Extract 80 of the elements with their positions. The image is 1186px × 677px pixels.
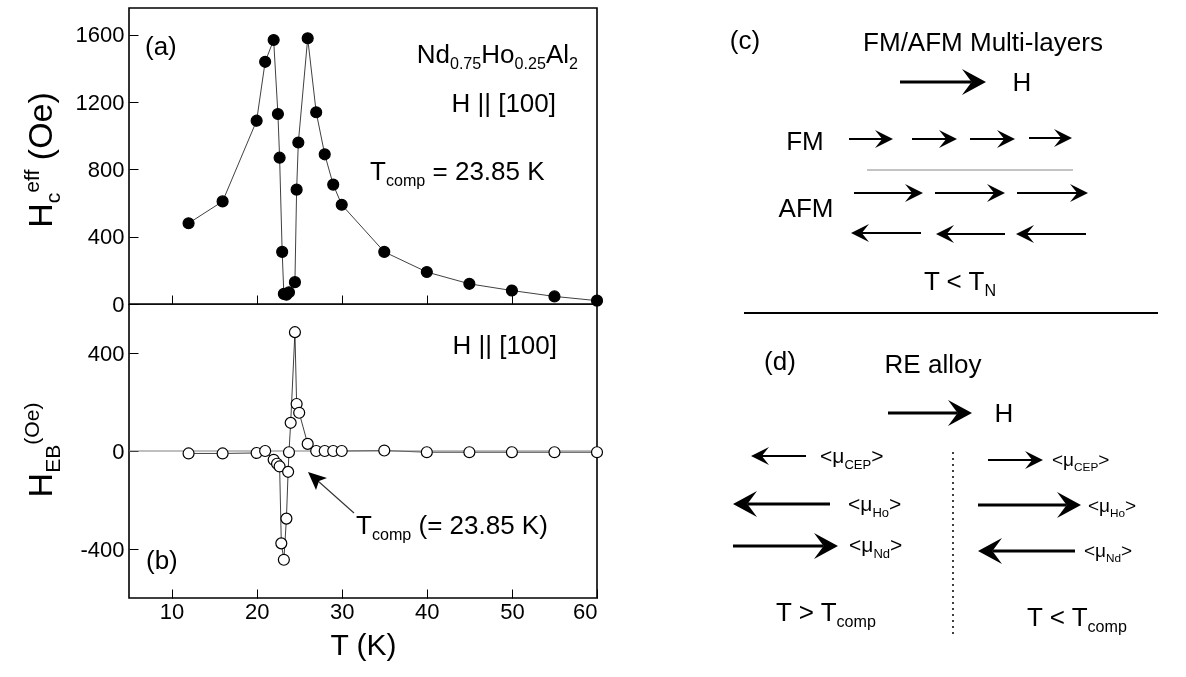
point [290,183,303,196]
x-tick-label: 20 [244,598,270,624]
point [216,195,229,208]
annotation: H || [100] [452,330,557,360]
point [271,107,284,121]
point [420,265,433,279]
point [301,437,314,450]
x-tick-label: 40 [415,598,440,624]
annotation: Nd$_{0.75}$Ho$_{0.25}$Al$_{2}$ [416,38,578,73]
text: <μ$_{CEP}$> [1052,448,1110,473]
text: <μ$_{Ho}$> [848,492,902,520]
text: RE alloy [884,349,982,379]
point [284,416,297,429]
point [420,446,433,459]
text: FM/AFM Multi-layers [863,27,1103,57]
point [273,151,286,164]
text: (c) [729,25,761,55]
point [288,326,301,339]
x-tick-label: 60 [573,598,598,624]
x-axis-title: T (K) [330,627,397,661]
annotation: H || [100] [451,88,556,118]
point [590,294,604,307]
point [310,106,323,119]
x-tick-label: 50 [500,598,525,624]
y-tick-label: 1200 [75,89,125,115]
point [259,444,272,458]
text: <μ$_{Nd}$> [849,533,903,561]
y-tick-label: 0 [112,438,125,464]
point [590,446,604,459]
x-tick-label: 30 [329,598,355,624]
text: AFM [778,193,834,223]
point [275,537,288,550]
point [250,114,263,127]
point [378,444,391,457]
y-tick-label: 1600 [75,22,125,48]
point [267,33,280,47]
text: FM [786,126,824,156]
point [282,465,295,478]
point [216,447,229,460]
point [318,148,331,161]
point [293,406,306,419]
point [335,198,348,211]
point [282,446,296,459]
text: T > T$_{comp}$ [776,596,876,631]
point [280,512,293,525]
point [288,276,301,289]
point [301,32,314,45]
text: T < T$_{comp}$ [1027,601,1127,636]
point [378,245,391,258]
text: H [1012,67,1032,97]
annotation: (b) [146,545,178,575]
text: <μ$_{Nd}$> [1084,539,1133,564]
point [182,447,195,460]
y-tick-label: 400 [87,340,125,366]
point [505,284,518,297]
point [182,217,195,230]
annotation: T$_{comp}$ (= 23.85 K) [356,509,548,544]
point [276,245,289,258]
text: <μ$_{Ho}$> [1088,494,1137,519]
y-tick-label: 800 [87,156,125,182]
y-tick-label: 0 [112,291,125,317]
point [505,446,518,459]
point [548,290,561,303]
text: <μ$_{CEP}$> [820,444,884,472]
x-tick-label: 10 [159,598,185,624]
point [292,136,305,149]
y-tick-label: 400 [87,224,125,250]
point [335,444,348,458]
point [463,446,476,459]
point [463,277,476,290]
annotation: T$_{comp}$ = 23.85 K [370,155,545,190]
y-tick-label: -400 [80,536,125,562]
annotation: (a) [145,31,177,61]
point [277,553,290,566]
point [548,446,561,459]
point [327,178,340,191]
text: H [994,398,1014,428]
text: T < T$_{N}$ [923,265,997,300]
point [259,55,272,68]
text: (d) [764,346,796,376]
